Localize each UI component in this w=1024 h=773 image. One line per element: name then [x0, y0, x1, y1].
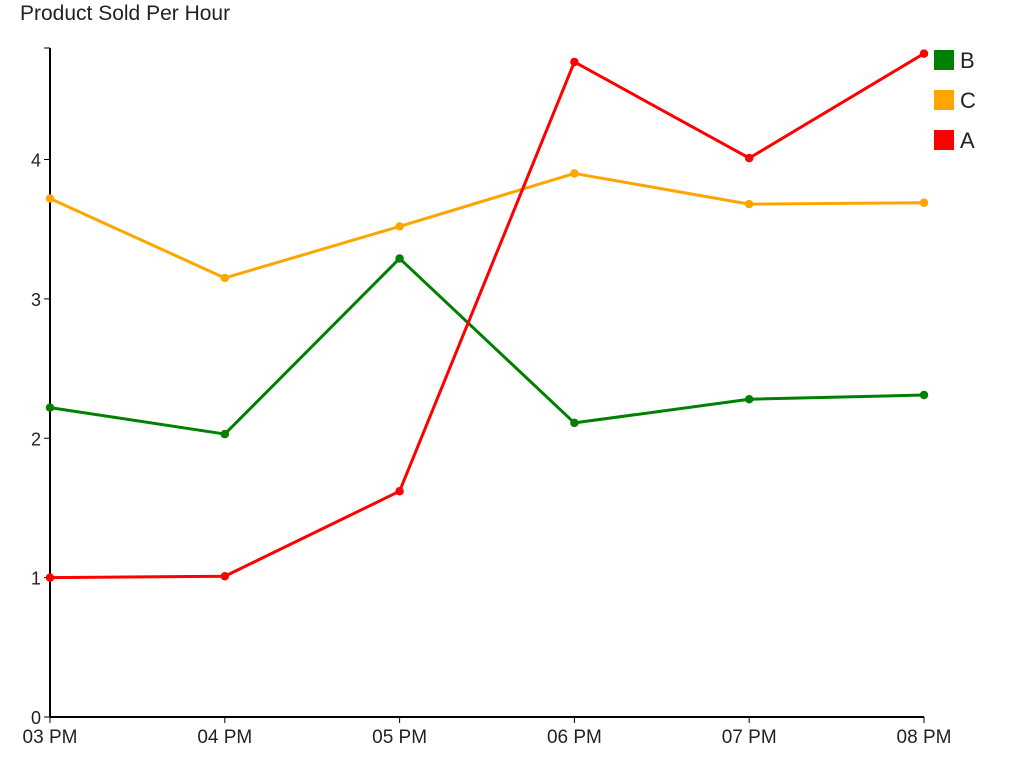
series-line-B: [49, 256, 925, 436]
data-point-A[interactable]: [919, 49, 929, 58]
legend-item-C: C: [934, 88, 976, 113]
data-point-C[interactable]: [570, 169, 579, 178]
series-line-C: [49, 171, 925, 280]
y-tick-label: 0: [31, 708, 41, 728]
y-tick-label: 4: [31, 151, 41, 171]
data-point-C[interactable]: [395, 222, 404, 231]
y-tick-label: 3: [31, 290, 41, 310]
data-point-B[interactable]: [919, 390, 929, 400]
data-point-B[interactable]: [570, 418, 579, 428]
data-point-A[interactable]: [570, 57, 579, 67]
legend-label: C: [960, 88, 976, 113]
data-point-B[interactable]: [395, 254, 404, 263]
y-tick-label: 1: [31, 569, 41, 589]
data-point-C[interactable]: [220, 273, 230, 283]
chart-title: Product Sold Per Hour: [20, 2, 230, 25]
legend-label: B: [960, 48, 975, 73]
x-tick-label: 08 PM: [897, 727, 952, 748]
data-point-C[interactable]: [744, 199, 754, 209]
x-tick-label: 07 PM: [722, 727, 777, 748]
x-tick-label: 06 PM: [547, 727, 602, 748]
axes: 0 1 2 3 4 03 PM 04 PM 05 PM 06 PM 07 PM 08 PM: [23, 47, 952, 748]
x-tick-label: 03 PM: [23, 727, 78, 748]
data-point-A[interactable]: [395, 486, 404, 496]
data-point-B[interactable]: [220, 429, 230, 439]
legend-item-B: B: [934, 48, 975, 73]
series-B: [45, 254, 929, 439]
data-point-B[interactable]: [45, 403, 55, 412]
series-A: [45, 49, 929, 582]
data-point-C[interactable]: [45, 194, 55, 203]
data-point-A[interactable]: [220, 571, 230, 581]
legend-label: A: [960, 128, 975, 153]
series-line-A: [49, 52, 925, 580]
series-C: [45, 169, 929, 283]
data-point-C[interactable]: [919, 198, 929, 207]
series-layer: [45, 49, 929, 582]
data-point-B[interactable]: [744, 394, 754, 404]
data-point-A[interactable]: [744, 153, 754, 163]
legend-item-A: A: [934, 128, 975, 153]
legend-swatch: [934, 130, 954, 150]
x-tick-label: 04 PM: [197, 727, 252, 748]
legend: BCA: [934, 48, 976, 153]
y-tick-label: 2: [31, 429, 41, 449]
legend-swatch: [934, 90, 954, 110]
x-tick-label: 05 PM: [372, 727, 427, 748]
data-point-A[interactable]: [45, 573, 55, 582]
legend-swatch: [934, 50, 954, 70]
